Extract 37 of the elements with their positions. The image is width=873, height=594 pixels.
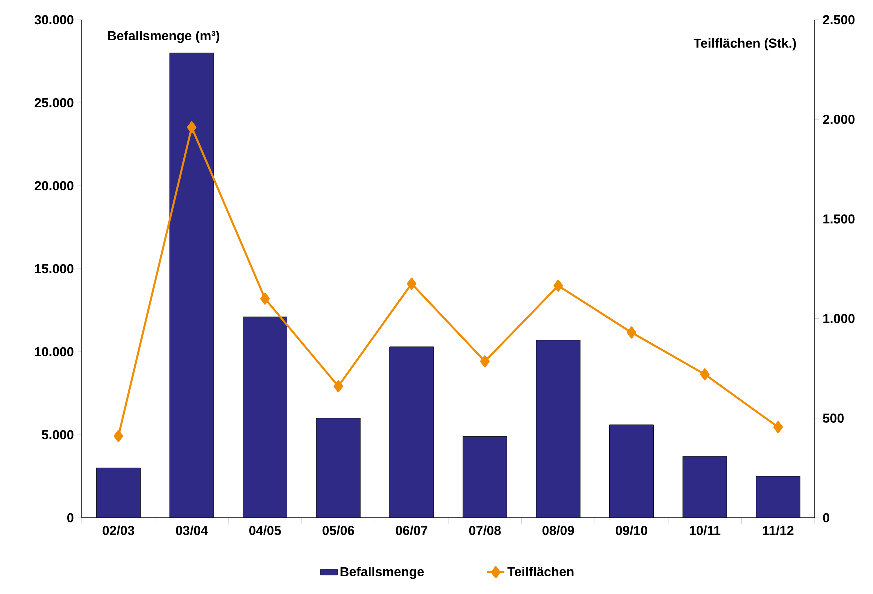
x-tick-label: 06/07	[396, 526, 428, 536]
y2-axis-title: Teilflächen (Stk.)	[694, 38, 796, 51]
y2-tick-label: 0	[823, 513, 830, 523]
y-tick-label: 0	[67, 513, 74, 523]
x-tick-label: 07/08	[469, 526, 502, 536]
y-tick-label: 30.000	[34, 15, 74, 25]
point	[700, 368, 710, 381]
point	[187, 122, 197, 134]
y2-tick-label: 1.000	[824, 314, 855, 324]
y-tick-label: 20.000	[34, 181, 74, 191]
y2-tick-label: 500	[823, 414, 844, 423]
y-axis-title: Befallsmenge (m³)	[108, 30, 220, 44]
x-tick-label: 05/06	[322, 526, 354, 536]
y-tick-label: 15.000	[35, 264, 74, 274]
point	[554, 280, 564, 292]
point	[480, 356, 490, 368]
x-tick-label: 10/11	[690, 526, 721, 536]
x-tick-label: 02/03	[102, 526, 134, 536]
y2-tick-label: 2.000	[823, 114, 855, 124]
x-tick-label: 08/09	[542, 526, 574, 536]
y2-tick-label: 1.500	[824, 214, 855, 224]
point	[114, 430, 124, 442]
x-tick-label: 04/05	[250, 526, 282, 536]
x-tick-label: 11/12	[763, 526, 794, 536]
point	[627, 326, 637, 339]
legend-label: Teilflächen	[508, 567, 574, 577]
point	[260, 292, 270, 305]
point	[774, 421, 784, 434]
point	[334, 380, 344, 393]
x-tick-label: 09/10	[616, 526, 648, 536]
y-tick-label: 25.000	[34, 98, 74, 108]
x-tick-label: 03/04	[176, 526, 208, 536]
y2-tick-label: 2.500	[823, 15, 855, 25]
legend-label: Befallsmenge	[340, 567, 424, 580]
y-tick-label: 10.000	[35, 347, 74, 357]
y-tick-label: 5.000	[42, 430, 74, 440]
point	[407, 278, 417, 290]
